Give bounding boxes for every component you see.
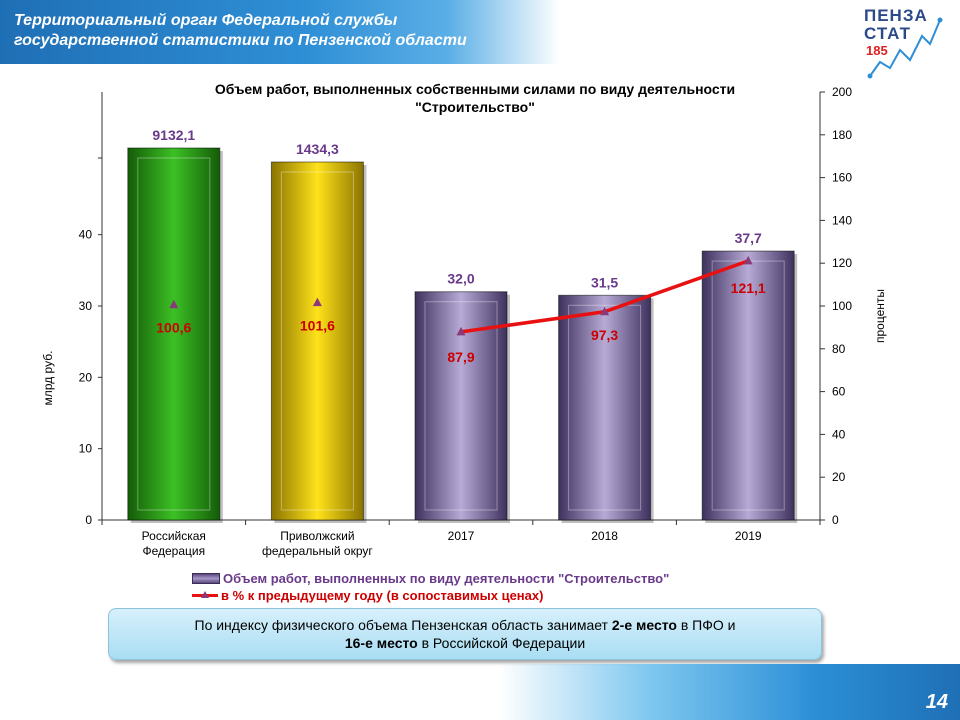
note-rank-pfo: 2-е место — [611, 617, 677, 633]
percent-marker — [456, 326, 466, 336]
bar-value-label: 32,0 — [447, 271, 474, 287]
y-tick-label: 30 — [79, 299, 93, 313]
note-rank-rf: 16-е место — [344, 635, 418, 651]
percent-value-label: 87,9 — [447, 349, 474, 365]
category-label: федеральный округ — [262, 544, 373, 558]
category-label: Российская — [142, 529, 206, 543]
y2-tick-label: 100 — [832, 299, 852, 313]
bar-value-label: 1434,3 — [296, 141, 339, 157]
bar-value-label: 37,7 — [735, 230, 762, 246]
category-label: Федерация — [142, 544, 205, 558]
y2-tick-label: 0 — [832, 513, 839, 527]
bar-value-label: 31,5 — [591, 274, 618, 290]
bar-bevel — [424, 301, 498, 511]
percent-value-label: 101,6 — [300, 318, 335, 334]
legend-line-swatch — [192, 591, 218, 600]
bar — [127, 147, 221, 521]
logo-number: 185 — [866, 43, 888, 58]
chart-title-line2: "Строительство" — [415, 99, 535, 115]
percent-marker — [169, 299, 179, 309]
y2-tick-label: 20 — [832, 470, 846, 484]
percent-value-label: 100,6 — [156, 320, 191, 336]
logo-graph-icon — [867, 17, 943, 79]
legend-item-percent: в % к предыдущему году (в сопоставимых ц… — [192, 587, 669, 604]
y2-tick-label: 180 — [832, 128, 852, 142]
category-label: Приволжский — [280, 529, 354, 543]
y2-tick-label: 120 — [832, 256, 852, 270]
page-number: 14 — [925, 691, 948, 713]
category-label: 2018 — [591, 529, 618, 543]
percent-marker — [600, 306, 610, 316]
header-title: Территориальный орган Федеральной службы… — [14, 11, 534, 51]
percent-value-label: 97,3 — [591, 327, 618, 343]
y-tick-label: 20 — [79, 370, 93, 384]
bar-bevel — [568, 304, 642, 511]
y-tick-label: 0 — [85, 513, 92, 527]
y2-tick-label: 80 — [832, 342, 846, 356]
y2-tick-label: 40 — [832, 427, 846, 441]
note-text-d: в Российской Федерации — [417, 635, 586, 651]
category-label: 2019 — [735, 529, 762, 543]
logo-line1: ПЕНЗА — [864, 6, 928, 25]
y-axis-label: млрд руб. — [41, 351, 55, 406]
note-text-a: По индексу физического объема Пензенская… — [194, 617, 612, 633]
legend-item-volume: Объем работ, выполненных по виду деятель… — [192, 570, 669, 587]
category-label: 2017 — [448, 529, 475, 543]
bar-bevel — [280, 171, 354, 511]
logo-line2: СТАТ — [864, 24, 911, 43]
chart-title: Объем работ, выполненных собственными си… — [150, 80, 800, 116]
note-line1: По индексу физического объема Пензенская… — [109, 616, 821, 634]
bar — [701, 250, 795, 521]
note-line2: 16-е место в Российской Федерации — [109, 634, 821, 652]
y2-axis-label: проценты — [873, 289, 887, 343]
legend-label-volume: Объем работ, выполненных по виду деятель… — [223, 571, 670, 586]
bar-value-label: 9132,1 — [152, 127, 195, 143]
percent-value-label: 121,1 — [731, 280, 766, 296]
legend-label-percent: в % к предыдущему году (в сопоставимых ц… — [221, 588, 544, 603]
header-title-line1: Территориальный орган Федеральной службы — [14, 12, 398, 29]
bar — [558, 294, 652, 521]
logo: ПЕНЗА СТАТ 185 — [864, 6, 944, 80]
y-tick-label: 10 — [79, 442, 93, 456]
y2-tick-label: 60 — [832, 385, 846, 399]
bar — [270, 161, 364, 521]
chart-legend: Объем работ, выполненных по виду деятель… — [192, 570, 669, 604]
header-title-line2: государственной статистики по Пензенской… — [14, 32, 467, 49]
y2-tick-label: 140 — [832, 213, 852, 227]
bar-line-chart: 0 10 20 30 40 0 20 40 60 80 100 120 140 160 180 200 млрд… — [41, 85, 887, 558]
y-tick-label: 40 — [79, 228, 93, 242]
legend-bar-swatch — [192, 573, 220, 584]
footer-band — [0, 664, 960, 720]
chart-title-line1: Объем работ, выполненных собственными си… — [214, 81, 736, 97]
percent-marker — [312, 297, 322, 307]
ranking-note: По индексу физического объема Пензенская… — [108, 608, 822, 660]
header-band — [0, 0, 560, 64]
y2-tick-label: 160 — [832, 171, 852, 185]
bar-bevel — [137, 157, 211, 511]
y2-tick-label: 200 — [832, 85, 852, 99]
percent-marker — [743, 255, 753, 265]
note-text-c: в ПФО и — [676, 617, 736, 633]
